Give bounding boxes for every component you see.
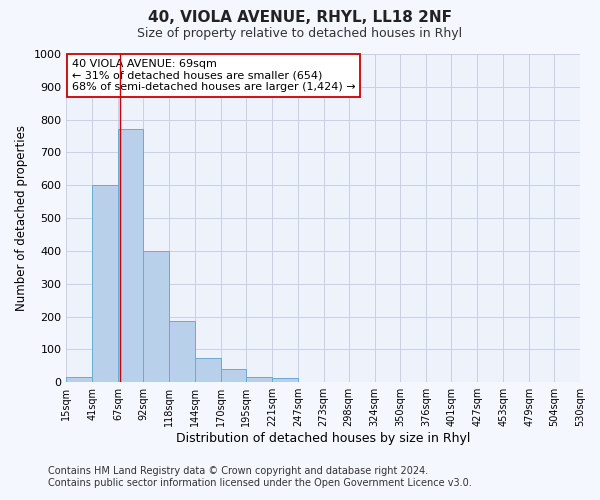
Bar	[246, 376, 272, 382]
X-axis label: Distribution of detached houses by size in Rhyl: Distribution of detached houses by size …	[176, 432, 470, 445]
Text: 40, VIOLA AVENUE, RHYL, LL18 2NF: 40, VIOLA AVENUE, RHYL, LL18 2NF	[148, 10, 452, 25]
Bar	[195, 358, 221, 382]
Text: Contains HM Land Registry data © Crown copyright and database right 2024.
Contai: Contains HM Land Registry data © Crown c…	[48, 466, 472, 487]
Bar	[118, 130, 143, 382]
Text: Size of property relative to detached houses in Rhyl: Size of property relative to detached ho…	[137, 28, 463, 40]
Bar	[67, 378, 92, 382]
Y-axis label: Number of detached properties: Number of detached properties	[15, 125, 28, 311]
Bar	[143, 251, 169, 382]
Bar	[272, 378, 298, 382]
Bar	[221, 369, 246, 382]
Text: 40 VIOLA AVENUE: 69sqm
← 31% of detached houses are smaller (654)
68% of semi-de: 40 VIOLA AVENUE: 69sqm ← 31% of detached…	[71, 59, 355, 92]
Bar	[169, 322, 195, 382]
Bar	[92, 186, 118, 382]
